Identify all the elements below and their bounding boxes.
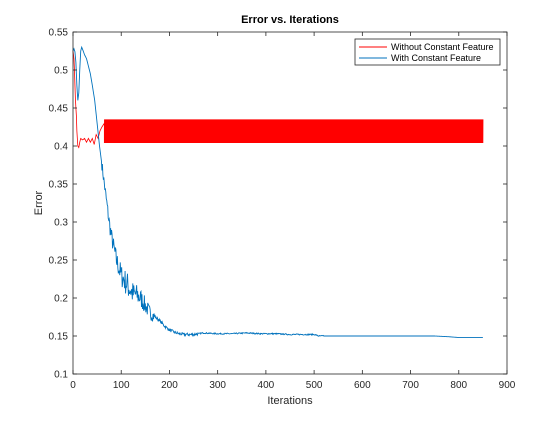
x-tick-label: 800 xyxy=(450,380,467,391)
y-tick-label: 0.55 xyxy=(49,28,69,39)
y-tick-label: 0.5 xyxy=(54,66,68,77)
plot-area xyxy=(73,32,507,374)
ticks-layer: 0 100 200 300 400 500 600 700 800 900 0.1 0.15 0.2 0.… xyxy=(49,28,516,392)
x-tick-label: 900 xyxy=(499,380,516,391)
x-axis-label: Iterations xyxy=(267,395,313,407)
legend-entry-with-constant: With Constant Feature xyxy=(391,53,481,63)
series-without-constant-feature-line xyxy=(72,50,484,149)
x-tick-label: 200 xyxy=(161,380,178,391)
series-layer xyxy=(72,45,484,338)
y-axis-label: Error xyxy=(33,190,45,215)
x-tick-label: 600 xyxy=(354,380,371,391)
y-tick-label: 0.25 xyxy=(49,256,69,267)
x-tick-label: 400 xyxy=(258,380,275,391)
y-tick-label: 0.15 xyxy=(49,332,69,343)
y-tick-label: 0.1 xyxy=(54,370,68,381)
x-tick-label: 100 xyxy=(113,380,130,391)
y-tick-label: 0.4 xyxy=(54,142,68,153)
y-tick-label: 0.2 xyxy=(54,294,68,305)
plot-frame xyxy=(72,31,508,375)
y-tick-label: 0.45 xyxy=(49,104,69,115)
chart-title: Error vs. Iterations xyxy=(241,14,339,26)
y-tick-label: 0.3 xyxy=(54,218,68,229)
y-tick-label: 0.35 xyxy=(49,180,69,191)
series-with-constant-feature-line xyxy=(72,45,483,338)
legend: Without Constant Feature With Constant F… xyxy=(354,38,501,66)
x-tick-label: 700 xyxy=(402,380,419,391)
legend-entry-without-constant: Without Constant Feature xyxy=(391,42,494,52)
x-tick-label: 500 xyxy=(306,380,323,391)
legend-box xyxy=(354,38,501,66)
x-tick-label: 300 xyxy=(209,380,226,391)
x-tick-label: 0 xyxy=(70,380,76,391)
